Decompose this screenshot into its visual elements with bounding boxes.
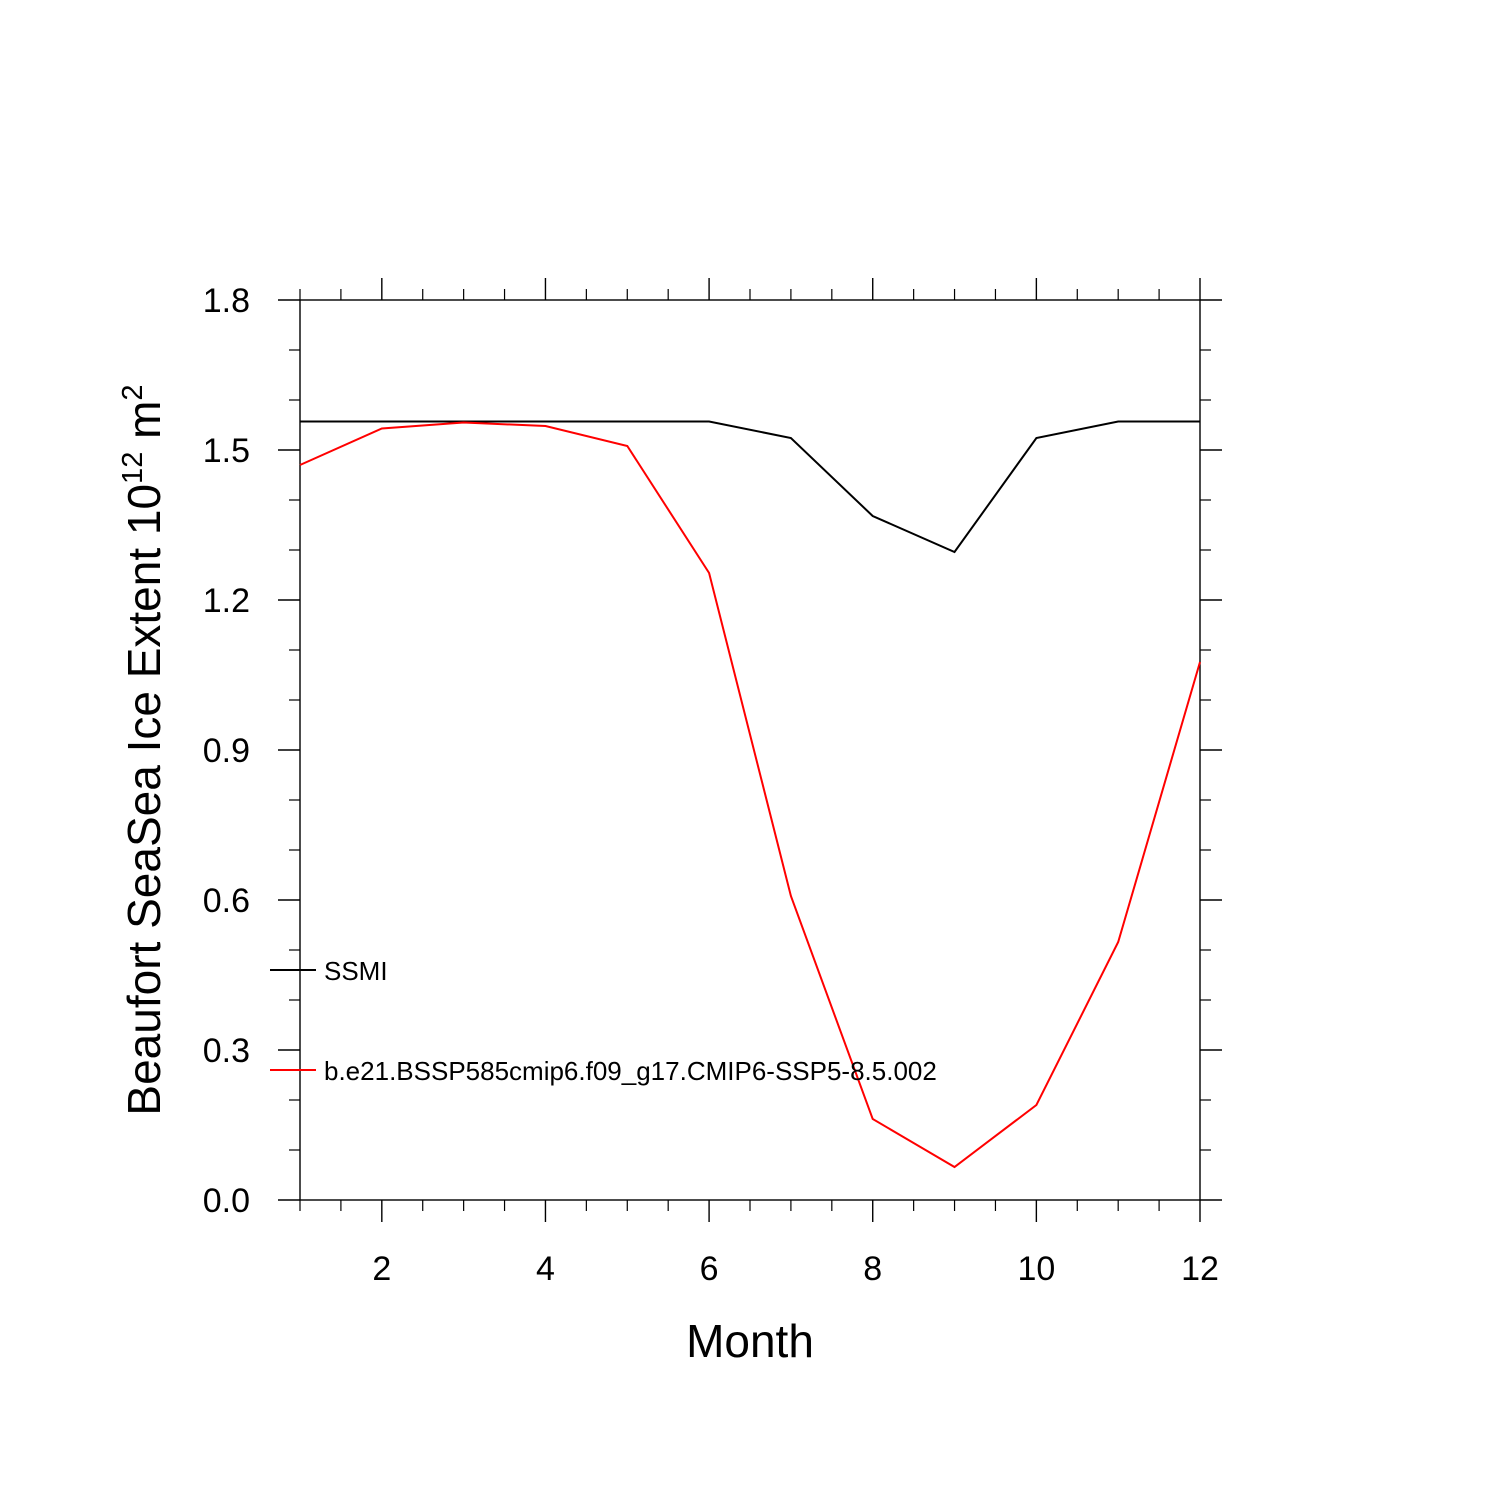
series-lines xyxy=(299,420,1201,1169)
x-tick-label: 8 xyxy=(863,1250,882,1288)
legend-label-ssmi: SSMI xyxy=(324,956,388,986)
major-ticks xyxy=(278,278,1222,1222)
y-tick-label: 0.9 xyxy=(203,732,250,770)
x-tick-label: 2 xyxy=(372,1250,391,1288)
minor-ticks xyxy=(289,289,1211,1211)
y-tick-label: 0.3 xyxy=(203,1032,250,1070)
y-tick-label: 1.5 xyxy=(203,432,250,470)
y-tick-label: 1.8 xyxy=(203,282,250,320)
y-tick-labels: 0.0 0.3 0.6 0.9 1.2 1.5 1.8 xyxy=(203,282,250,1220)
series-line-ssp585 xyxy=(299,421,1201,1169)
x-tick-label: 4 xyxy=(536,1250,555,1288)
y-axis-title: Beaufort SeaSea Ice Extent 1012 m2 xyxy=(117,384,170,1115)
y-tick-label: 0.0 xyxy=(203,1182,250,1220)
y-axis-title-main: Beaufort SeaSea Ice Extent 10 xyxy=(118,484,170,1116)
y-axis-title-unit: m xyxy=(118,401,170,452)
legend: SSMI b.e21.BSSP585cmip6.f09_g17.CMIP6-SS… xyxy=(270,956,937,1086)
legend-label-ssp585: b.e21.BSSP585cmip6.f09_g17.CMIP6-SSP5-8.… xyxy=(324,1056,937,1086)
y-tick-label: 1.2 xyxy=(203,582,250,620)
x-tick-label: 6 xyxy=(700,1250,719,1288)
y-axis-title-exponent: 12 xyxy=(117,452,149,484)
x-tick-label: 10 xyxy=(1017,1250,1055,1288)
series-line-ssmi xyxy=(300,420,1200,554)
x-axis-title: Month xyxy=(686,1315,814,1367)
x-tick-label: 12 xyxy=(1181,1250,1219,1288)
y-tick-label: 0.6 xyxy=(203,882,250,920)
x-tick-labels: 2 4 6 8 10 12 xyxy=(372,1250,1219,1288)
y-axis-title-unit-exponent: 2 xyxy=(117,384,149,400)
